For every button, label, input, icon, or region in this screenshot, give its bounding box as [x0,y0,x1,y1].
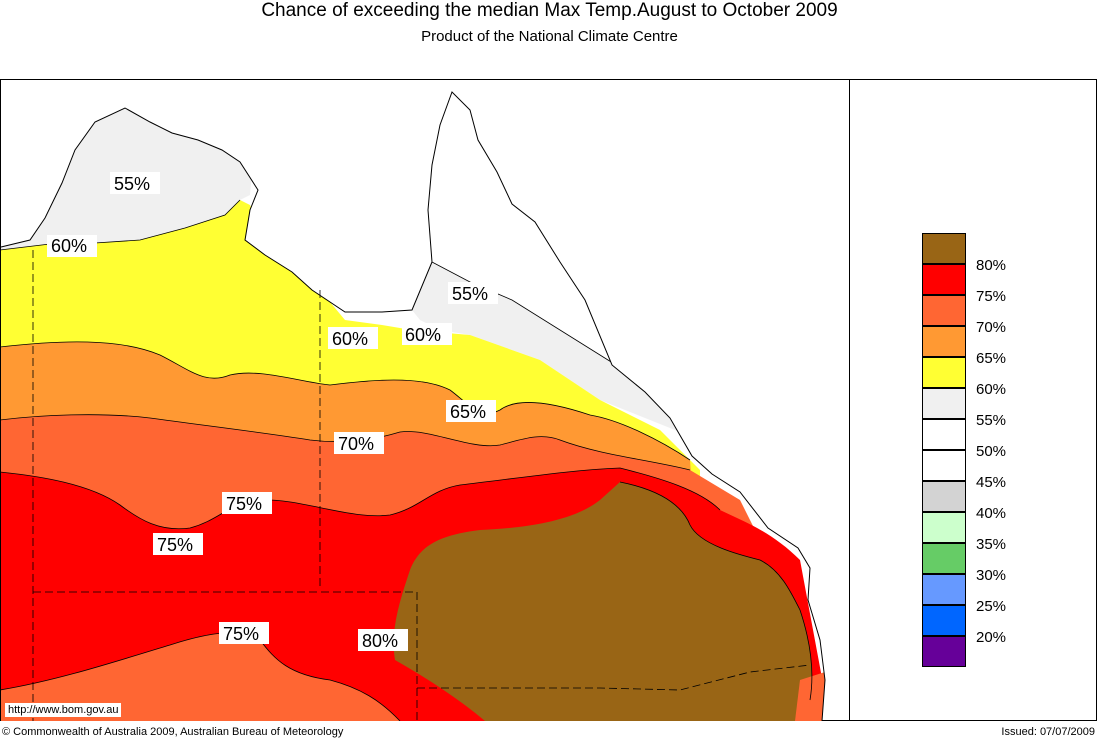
legend-swatch [922,574,966,605]
legend-swatch [922,605,966,636]
band-70-south [1,632,400,721]
legend-swatch [922,233,966,264]
state-borders [32,250,811,721]
contour-label-group: 55% 60% 55% 60% 60% 65% 70% 75% 75% 75% … [47,172,498,651]
label-nt-60: 60% [51,236,87,256]
legend-label: 60% [976,381,1007,398]
label-mid-60a: 60% [332,329,368,349]
label-nt-55: 55% [114,174,150,194]
contour-lines [1,199,813,721]
legend-swatch [922,543,966,574]
label-band-80: 80% [362,631,398,651]
legend-swatch [922,419,966,450]
legend-label: 55% [976,412,1007,429]
legend-swatch [922,295,966,326]
legend-swatch [922,512,966,543]
legend-swatch [922,264,966,295]
label-band-70: 70% [338,434,374,454]
legend-label: 50% [976,443,1007,460]
legend-label: 45% [976,474,1007,491]
legend-label: 25% [976,598,1007,615]
legend-label: 75% [976,288,1007,305]
legend-label: 65% [976,350,1007,367]
legend-swatch [922,636,966,667]
legend-swatch [922,450,966,481]
legend-swatch [922,388,966,419]
map-canvas: 55% 60% 55% 60% 60% 65% 70% 75% 75% 75% … [0,91,826,721]
label-band-75b: 75% [157,535,193,555]
label-qld-55: 55% [452,284,488,304]
legend-label: 35% [976,536,1007,553]
band-55-qld [412,262,700,440]
legend-swatch [922,357,966,388]
label-band-75c: 75% [223,624,259,644]
legend-label: 30% [976,567,1007,584]
label-band-75a: 75% [226,494,262,514]
legend-label: 70% [976,319,1007,336]
legend-swatch [922,481,966,512]
label-mid-60b: 60% [405,325,441,345]
legend-label: 40% [976,505,1007,522]
map-title: Chance of exceeding the median Max Temp.… [261,0,838,21]
label-band-65: 65% [450,402,486,422]
coastline [0,91,826,721]
legend-label: 80% [976,257,1007,274]
copyright-text: © Commonwealth of Australia 2009, Austra… [2,726,344,738]
legend-swatch [922,326,966,357]
map-subtitle: Product of the National Climate Centre [421,28,678,45]
band-70-coast [795,672,825,721]
legend-divider [849,79,850,721]
legend-label: 20% [976,629,1007,646]
source-url[interactable]: http://www.bom.gov.au [5,703,122,717]
issued-date: Issued: 07/07/2009 [1001,726,1095,738]
